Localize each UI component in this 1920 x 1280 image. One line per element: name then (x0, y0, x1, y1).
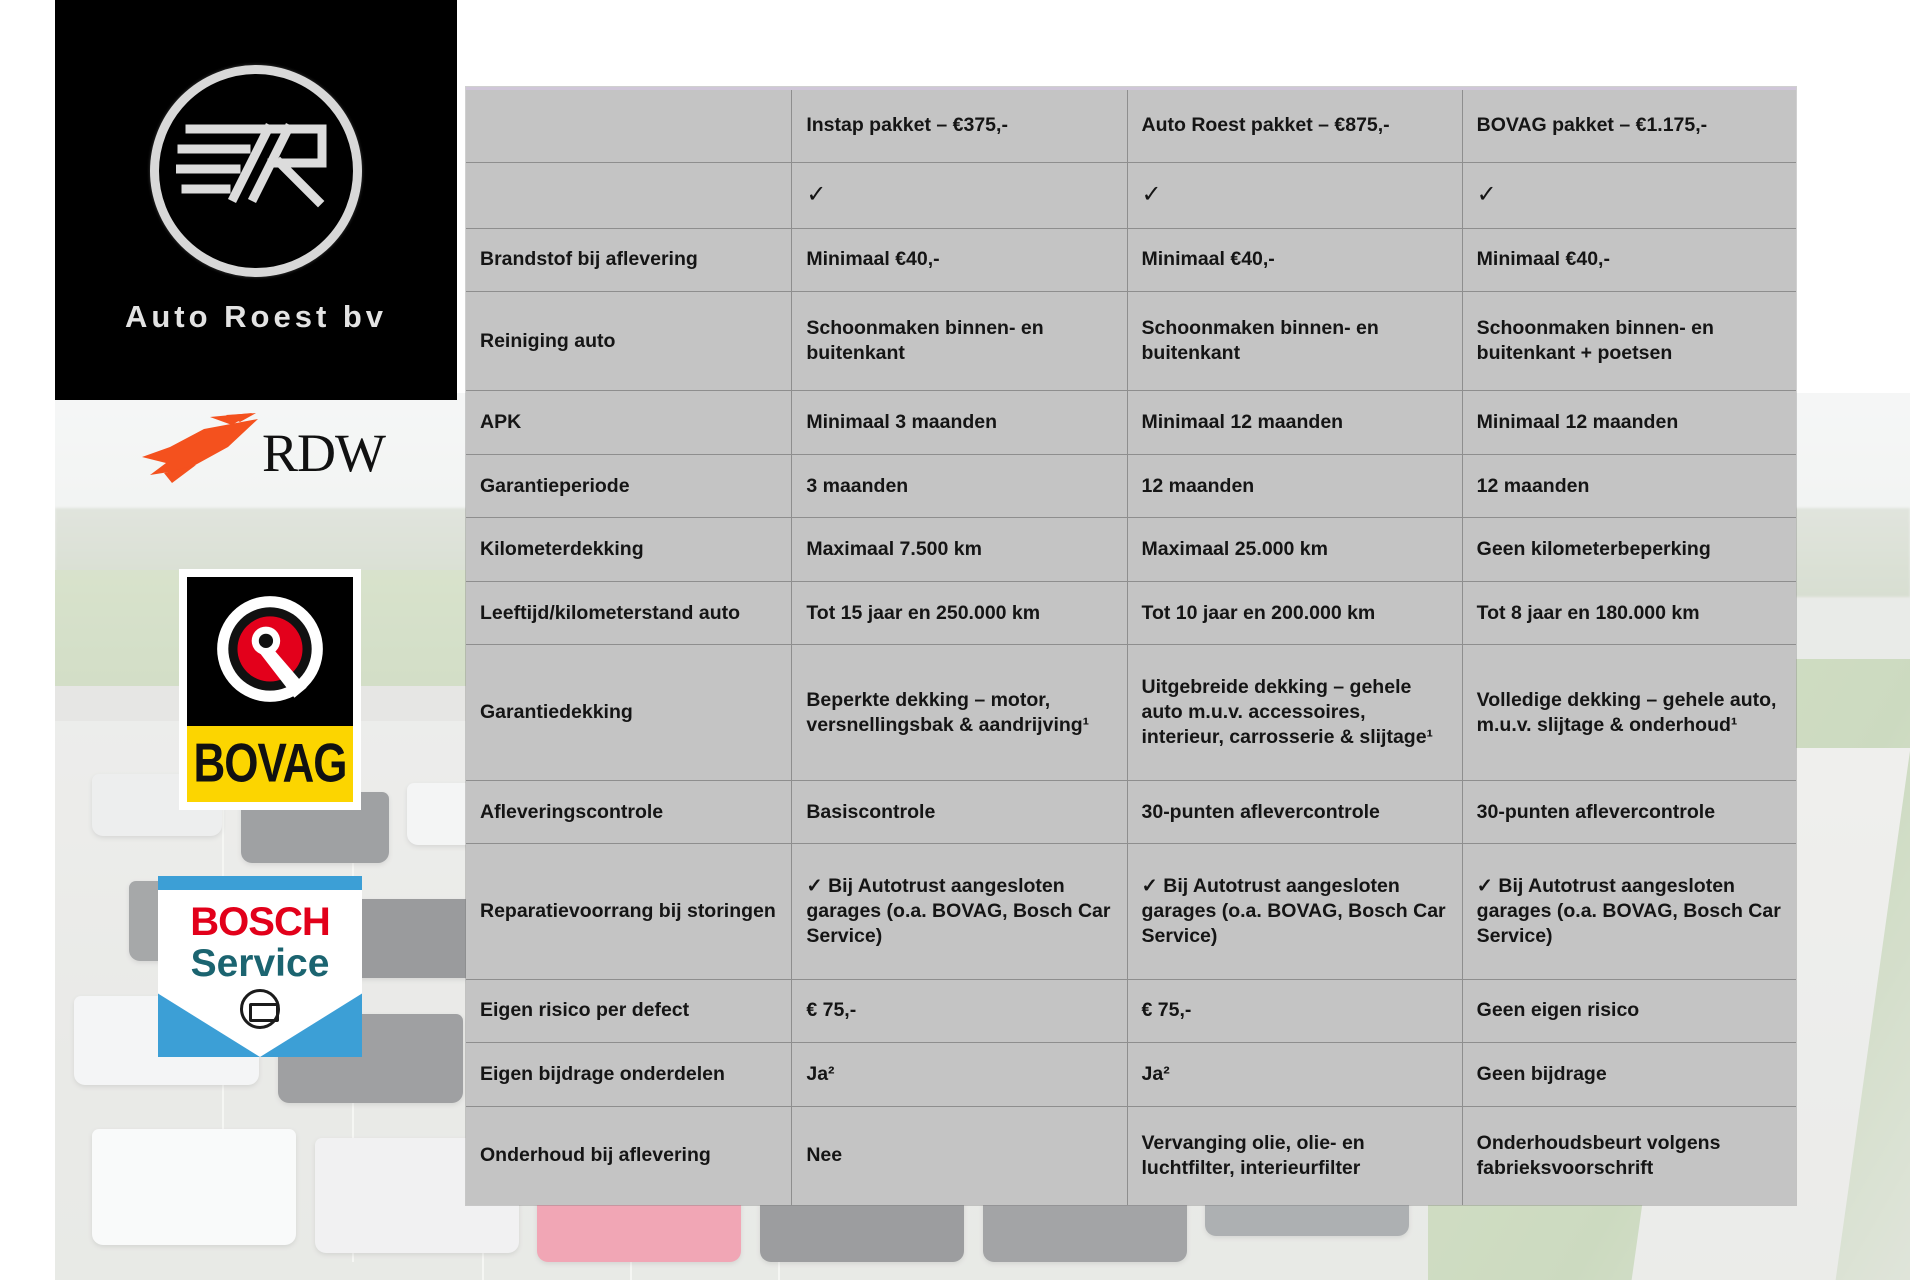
cell-instap: Schoonmaken binnen- en buitenkant (791, 291, 1128, 392)
cell-bovag: Geen kilometerbeperking (1462, 517, 1796, 582)
table-row: Onderhoud bij aflevering Nee Vervanging … (466, 1106, 1796, 1205)
table-row: Eigen risico per defect € 75,- € 75,- Ge… (466, 979, 1796, 1044)
table-row: Garantieperiode 3 maanden 12 maanden 12 … (466, 454, 1796, 519)
cell-instap: Beperkte dekking – motor, versnellingsba… (791, 644, 1128, 781)
table-row: Garantiedekking Beperkte dekking – motor… (466, 644, 1796, 781)
row-label-leeftijd: Leeftijd/kilometerstand auto (466, 581, 793, 646)
row-label-onderhoud: Onderhoud bij aflevering (466, 1106, 793, 1205)
row-label-afleveringscontrole: Afleveringscontrole (466, 780, 793, 845)
cell-instap: 3 maanden (791, 454, 1128, 519)
rdw-wordmark: RDW (262, 423, 386, 483)
checkmark-icon-bovag: ✓ (1462, 162, 1796, 229)
brand-panel: Auto Roest bv (55, 0, 457, 400)
bosch-service-shield: BOSCH Service (158, 890, 362, 1057)
rdw-swoosh-icon (142, 413, 258, 483)
bosch-service-subtitle: Service (190, 942, 330, 985)
cell-auto-roest: Minimaal €40,- (1127, 228, 1463, 292)
cell-bovag: Tot 8 jaar en 180.000 km (1462, 581, 1796, 646)
checkmark-icon-instap: ✓ (791, 162, 1128, 229)
cell-instap: Basiscontrole (791, 780, 1128, 845)
cell-auto-roest: € 75,- (1127, 979, 1463, 1044)
column-header-auto-roest: Auto Roest pakket – €875,- (1127, 90, 1463, 163)
bovag-wordmark: BOVAG (193, 732, 347, 794)
column-header-bovag: BOVAG pakket – €1.175,- (1462, 90, 1796, 163)
cell-auto-roest: ✓ Bij Autotrust aangesloten garages (o.a… (1127, 843, 1463, 980)
cell-auto-roest: Schoonmaken binnen- en buitenkant (1127, 291, 1463, 392)
table-row-availability: ✓ ✓ ✓ (466, 162, 1796, 229)
cell-auto-roest: Uitgebreide dekking – gehele auto m.u.v.… (1127, 644, 1463, 781)
table-row: Reiniging auto Schoonmaken binnen- en bu… (466, 291, 1796, 392)
cell-bovag: Geen eigen risico (1462, 979, 1796, 1044)
row-label-apk: APK (466, 390, 793, 455)
cell-instap: Maximaal 7.500 km (791, 517, 1128, 582)
rdw-logo: RDW (140, 398, 410, 508)
cell-bovag: Schoonmaken binnen- en buitenkant + poet… (1462, 291, 1796, 392)
cell-bovag: Minimaal 12 maanden (1462, 390, 1796, 455)
column-header-feature (466, 90, 793, 163)
cell-auto-roest: Ja² (1127, 1042, 1463, 1107)
table-header-row: Instap pakket – €375,- Auto Roest pakket… (466, 90, 1796, 163)
bovag-wordmark-band: BOVAG (187, 725, 353, 802)
table-row: Brandstof bij aflevering Minimaal €40,- … (466, 228, 1796, 292)
bosch-armature-icon (240, 988, 280, 1029)
cell-instap: € 75,- (791, 979, 1128, 1044)
cell-auto-roest: Minimaal 12 maanden (1127, 390, 1463, 455)
package-comparison-table: Instap pakket – €375,- Auto Roest pakket… (466, 87, 1796, 1205)
cell-instap: Nee (791, 1106, 1128, 1205)
table-row: Leeftijd/kilometerstand auto Tot 15 jaar… (466, 581, 1796, 646)
row-label-reiniging: Reiniging auto (466, 291, 793, 392)
row-label-reparatievoorrang: Reparatievoorrang bij storingen (466, 843, 793, 980)
row-label-garantiedekking: Garantiedekking (466, 644, 793, 781)
cell-bovag: 12 maanden (1462, 454, 1796, 519)
cell-bovag: Onderhoudsbeurt volgens fabrieksvoorschr… (1476, 1131, 1721, 1179)
cell-bovag: Geen bijdrage (1462, 1042, 1796, 1107)
row-label-brandstof: Brandstof bij aflevering (466, 228, 793, 292)
auto-roest-7r-monogram-icon (150, 65, 362, 277)
cell-auto-roest: 30-punten aflevercontrole (1127, 780, 1463, 845)
column-header-instap: Instap pakket – €375,- (791, 90, 1128, 163)
bovag-wheel-icon (187, 577, 353, 726)
bosch-service-logo: BOSCH Service (158, 876, 362, 1057)
row-label-garantieperiode: Garantieperiode (466, 454, 793, 519)
table-row: APK Minimaal 3 maanden Minimaal 12 maand… (466, 390, 1796, 455)
bosch-wordmark: BOSCH (190, 900, 330, 944)
cell-auto-roest: Maximaal 25.000 km (1127, 517, 1463, 582)
table-row: Kilometerdekking Maximaal 7.500 km Maxim… (466, 517, 1796, 582)
row-label (466, 162, 793, 229)
checkmark-icon-auto-roest: ✓ (1127, 162, 1463, 229)
table-row: Eigen bijdrage onderdelen Ja² Ja² Geen b… (466, 1042, 1796, 1107)
cell-instap: Minimaal €40,- (791, 228, 1128, 292)
row-label-eigen-risico: Eigen risico per defect (466, 979, 793, 1044)
table-row: Reparatievoorrang bij storingen ✓ Bij Au… (466, 843, 1796, 980)
row-label-eigen-bijdrage: Eigen bijdrage onderdelen (466, 1042, 793, 1107)
cell-auto-roest: Vervanging olie, olie- en luchtfilter, i… (1127, 1106, 1463, 1205)
cell-bovag: ✓ Bij Autotrust aangesloten garages (o.a… (1462, 843, 1796, 980)
cell-instap: ✓ Bij Autotrust aangesloten garages (o.a… (791, 843, 1128, 980)
row-label-kilometerdekking: Kilometerdekking (466, 517, 793, 582)
cell-bovag: Volledige dekking – gehele auto, m.u.v. … (1462, 644, 1796, 781)
cell-bovag: 30-punten aflevercontrole (1462, 780, 1796, 845)
brand-name: Auto Roest bv (124, 299, 388, 334)
cell-instap: Minimaal 3 maanden (791, 390, 1128, 455)
cell-instap: Tot 15 jaar en 250.000 km (791, 581, 1128, 646)
bovag-logo: BOVAG (179, 569, 361, 810)
cell-auto-roest: 12 maanden (1127, 454, 1463, 519)
cell-bovag: Minimaal €40,- (1462, 228, 1796, 292)
cell-auto-roest: Tot 10 jaar en 200.000 km (1127, 581, 1463, 646)
table-row: Afleveringscontrole Basiscontrole 30-pun… (466, 780, 1796, 845)
cell-instap: Ja² (791, 1042, 1128, 1107)
